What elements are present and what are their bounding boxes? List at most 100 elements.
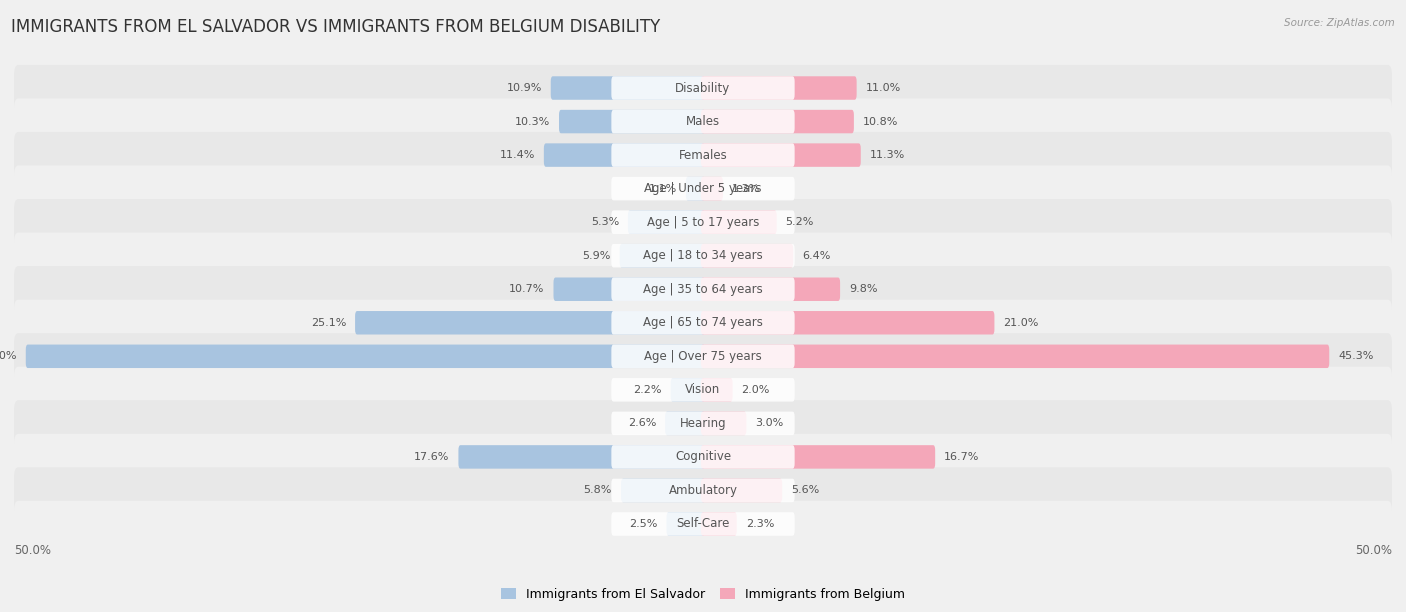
Text: 2.5%: 2.5%: [628, 519, 658, 529]
Text: Age | 18 to 34 years: Age | 18 to 34 years: [643, 249, 763, 262]
Text: 10.8%: 10.8%: [863, 116, 898, 127]
Legend: Immigrants from El Salvador, Immigrants from Belgium: Immigrants from El Salvador, Immigrants …: [501, 588, 905, 601]
FancyBboxPatch shape: [666, 512, 704, 536]
FancyBboxPatch shape: [702, 143, 860, 167]
FancyBboxPatch shape: [671, 378, 704, 401]
FancyBboxPatch shape: [702, 277, 841, 301]
FancyBboxPatch shape: [14, 165, 1392, 212]
Text: 1.3%: 1.3%: [733, 184, 761, 193]
FancyBboxPatch shape: [702, 479, 782, 502]
FancyBboxPatch shape: [612, 311, 794, 335]
Text: 1.1%: 1.1%: [648, 184, 676, 193]
FancyBboxPatch shape: [702, 311, 994, 335]
Text: 10.9%: 10.9%: [506, 83, 541, 93]
FancyBboxPatch shape: [612, 110, 794, 133]
Text: 5.3%: 5.3%: [591, 217, 619, 227]
Text: 2.0%: 2.0%: [741, 385, 770, 395]
FancyBboxPatch shape: [612, 277, 794, 301]
Text: Males: Males: [686, 115, 720, 128]
Text: 6.4%: 6.4%: [803, 251, 831, 261]
Text: 2.3%: 2.3%: [745, 519, 775, 529]
FancyBboxPatch shape: [612, 479, 794, 502]
FancyBboxPatch shape: [612, 445, 794, 469]
FancyBboxPatch shape: [25, 345, 704, 368]
Text: 2.6%: 2.6%: [627, 419, 657, 428]
FancyBboxPatch shape: [14, 233, 1392, 279]
Text: Disability: Disability: [675, 81, 731, 94]
Text: 25.1%: 25.1%: [311, 318, 346, 328]
FancyBboxPatch shape: [14, 468, 1392, 513]
FancyBboxPatch shape: [702, 378, 733, 401]
Text: 50.0%: 50.0%: [14, 544, 51, 558]
FancyBboxPatch shape: [702, 512, 737, 536]
FancyBboxPatch shape: [458, 445, 704, 469]
FancyBboxPatch shape: [612, 76, 794, 100]
FancyBboxPatch shape: [14, 434, 1392, 480]
Text: 11.3%: 11.3%: [870, 150, 905, 160]
FancyBboxPatch shape: [612, 345, 794, 368]
Text: Age | 5 to 17 years: Age | 5 to 17 years: [647, 215, 759, 229]
Text: 5.2%: 5.2%: [786, 217, 814, 227]
Text: 5.6%: 5.6%: [792, 485, 820, 496]
Text: Vision: Vision: [685, 383, 721, 397]
Text: Cognitive: Cognitive: [675, 450, 731, 463]
FancyBboxPatch shape: [14, 65, 1392, 111]
FancyBboxPatch shape: [14, 333, 1392, 379]
Text: Females: Females: [679, 149, 727, 162]
FancyBboxPatch shape: [702, 110, 853, 133]
Text: 11.4%: 11.4%: [499, 150, 534, 160]
FancyBboxPatch shape: [14, 266, 1392, 312]
Text: 16.7%: 16.7%: [945, 452, 980, 462]
Text: 5.8%: 5.8%: [583, 485, 612, 496]
FancyBboxPatch shape: [544, 143, 704, 167]
Text: 10.3%: 10.3%: [515, 116, 550, 127]
FancyBboxPatch shape: [702, 211, 776, 234]
FancyBboxPatch shape: [621, 479, 704, 502]
FancyBboxPatch shape: [702, 76, 856, 100]
FancyBboxPatch shape: [14, 199, 1392, 245]
FancyBboxPatch shape: [554, 277, 704, 301]
Text: 5.9%: 5.9%: [582, 251, 610, 261]
Text: Source: ZipAtlas.com: Source: ZipAtlas.com: [1284, 18, 1395, 28]
FancyBboxPatch shape: [612, 412, 794, 435]
Text: Hearing: Hearing: [679, 417, 727, 430]
Text: Age | Under 5 years: Age | Under 5 years: [644, 182, 762, 195]
Text: Age | Over 75 years: Age | Over 75 years: [644, 350, 762, 363]
FancyBboxPatch shape: [702, 244, 793, 267]
FancyBboxPatch shape: [14, 367, 1392, 413]
FancyBboxPatch shape: [628, 211, 704, 234]
FancyBboxPatch shape: [14, 99, 1392, 144]
Text: 3.0%: 3.0%: [755, 419, 783, 428]
Text: 50.0%: 50.0%: [1355, 544, 1392, 558]
FancyBboxPatch shape: [702, 177, 723, 200]
FancyBboxPatch shape: [14, 501, 1392, 547]
Text: 17.6%: 17.6%: [415, 452, 450, 462]
FancyBboxPatch shape: [551, 76, 704, 100]
FancyBboxPatch shape: [14, 400, 1392, 447]
Text: Self-Care: Self-Care: [676, 518, 730, 531]
Text: 11.0%: 11.0%: [866, 83, 901, 93]
FancyBboxPatch shape: [14, 300, 1392, 346]
Text: 10.7%: 10.7%: [509, 284, 544, 294]
FancyBboxPatch shape: [612, 177, 794, 200]
Text: Ambulatory: Ambulatory: [668, 484, 738, 497]
FancyBboxPatch shape: [665, 412, 704, 435]
Text: 45.3%: 45.3%: [1339, 351, 1374, 361]
FancyBboxPatch shape: [560, 110, 704, 133]
FancyBboxPatch shape: [702, 412, 747, 435]
Text: Age | 65 to 74 years: Age | 65 to 74 years: [643, 316, 763, 329]
Text: 2.2%: 2.2%: [633, 385, 662, 395]
FancyBboxPatch shape: [612, 378, 794, 401]
Text: 9.8%: 9.8%: [849, 284, 877, 294]
FancyBboxPatch shape: [702, 445, 935, 469]
FancyBboxPatch shape: [702, 345, 1329, 368]
Text: 21.0%: 21.0%: [1004, 318, 1039, 328]
Text: 49.0%: 49.0%: [0, 351, 17, 361]
FancyBboxPatch shape: [686, 177, 704, 200]
FancyBboxPatch shape: [14, 132, 1392, 178]
FancyBboxPatch shape: [356, 311, 704, 335]
FancyBboxPatch shape: [620, 244, 704, 267]
FancyBboxPatch shape: [612, 244, 794, 267]
Text: IMMIGRANTS FROM EL SALVADOR VS IMMIGRANTS FROM BELGIUM DISABILITY: IMMIGRANTS FROM EL SALVADOR VS IMMIGRANT…: [11, 18, 661, 36]
FancyBboxPatch shape: [612, 211, 794, 234]
